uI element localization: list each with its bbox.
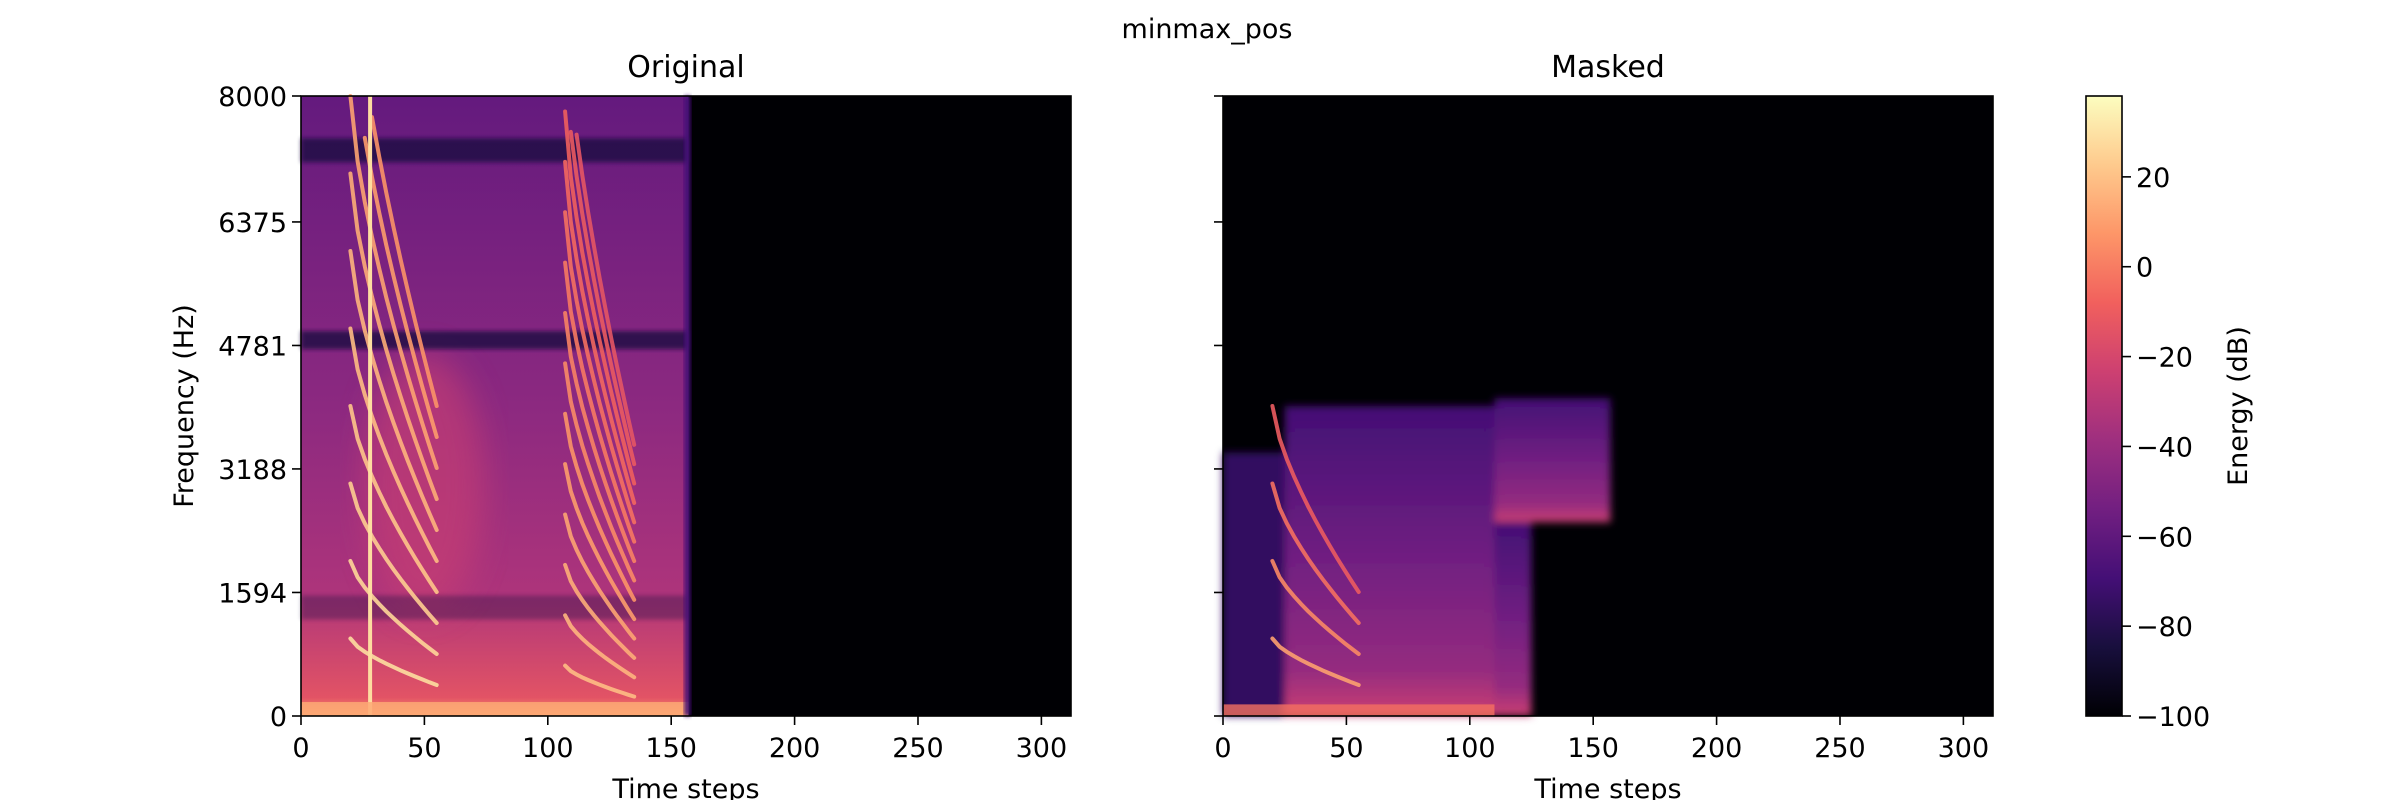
x-tick-label: 200 xyxy=(769,733,821,764)
x-tick-label: 50 xyxy=(1329,733,1363,764)
unmasked-regions xyxy=(1223,398,1611,716)
panel-masked-title: Masked xyxy=(1551,50,1665,85)
colorbar-tick-label: −40 xyxy=(2136,432,2193,463)
burst-2-harmonic xyxy=(563,462,637,622)
burst-1-harmonic xyxy=(348,636,439,687)
dark-band xyxy=(301,331,689,350)
burst-2-harmonic xyxy=(563,512,637,641)
burst-2-harmonic xyxy=(563,663,637,699)
x-tick-label: 250 xyxy=(1814,733,1866,764)
x-tick-label: 50 xyxy=(407,733,441,764)
colorbar-tick-label: 0 xyxy=(2136,253,2153,284)
unmasked-region-2 xyxy=(1284,406,1495,716)
panel-original-x-axis: 0 50 100 150 200 250 300 xyxy=(292,716,1067,764)
colorbar-label: Energy (dB) xyxy=(2223,326,2254,486)
panel-original-frame xyxy=(300,95,1072,717)
y-tick-label: 1594 xyxy=(218,578,287,609)
masked-harmonics xyxy=(1270,404,1361,687)
colorbar-tick-label: −80 xyxy=(2136,612,2193,643)
burst-1-harmonic xyxy=(370,115,439,408)
x-tick-label: 300 xyxy=(1938,733,1990,764)
active-region xyxy=(301,96,689,716)
burst-2-harmonic xyxy=(563,109,637,486)
burst-1-harmonic xyxy=(348,249,439,532)
masked-harmonic xyxy=(1270,559,1361,656)
masked-harmonic xyxy=(1270,404,1361,594)
x-tick-label: 250 xyxy=(892,733,944,764)
burst-1-harmonic xyxy=(348,404,439,594)
colorbar-tick-label: −60 xyxy=(2136,522,2193,553)
colorbar-gradient xyxy=(2086,96,2122,716)
colorbar-ticks: 20 0 −20 −40 −60 −80 −100 xyxy=(2122,163,2210,733)
burst-2-harmonic xyxy=(574,132,637,447)
x-tick-label: 300 xyxy=(1016,733,1068,764)
panel-original-xlabel: Time steps xyxy=(611,774,759,800)
burst-1-harmonic xyxy=(348,559,439,656)
burst-2-harmonic xyxy=(563,260,637,544)
masked-low-freq-energy xyxy=(1223,704,1495,716)
panel-masked-xlabel: Time steps xyxy=(1533,774,1681,800)
x-tick-label: 0 xyxy=(292,733,309,764)
masked-harmonic xyxy=(1270,636,1361,687)
panel-original: Original 0 50 100 150 200 250 300 0 1594 3188 478… xyxy=(169,50,1072,800)
burst-2-harmonic xyxy=(563,210,637,525)
panel-masked: Masked 0 50 100 150 200 250 300 Time steps xyxy=(1214,50,1994,800)
boundary-edge xyxy=(684,96,691,716)
burst-2-harmonic xyxy=(568,129,637,467)
y-tick-label: 4781 xyxy=(218,331,287,362)
colorbar-frame xyxy=(2085,95,2123,717)
burst-2-harmonic xyxy=(563,562,637,660)
warm-region xyxy=(364,353,485,614)
burst-1-harmonic xyxy=(348,326,439,563)
low-freq-energy xyxy=(301,702,689,716)
colorbar-tick-label: −20 xyxy=(2136,343,2193,374)
figure-suptitle: minmax_pos xyxy=(1122,14,1293,45)
unmasked-region-4 xyxy=(1494,522,1532,716)
panel-masked-x-axis: 0 50 100 150 200 250 300 xyxy=(1214,716,1989,764)
panel-masked-frame xyxy=(1222,95,1994,717)
burst-1-harmonic xyxy=(348,171,439,501)
colorbar-tick-label: 20 xyxy=(2136,163,2170,194)
x-tick-label: 100 xyxy=(522,733,574,764)
unmasked-region-3 xyxy=(1494,398,1611,523)
x-tick-label: 150 xyxy=(1567,733,1619,764)
burst-2-harmonic xyxy=(563,361,637,583)
burst-2-harmonic xyxy=(563,613,637,680)
x-tick-label: 0 xyxy=(1214,733,1231,764)
burst-1-harmonic xyxy=(348,94,439,470)
panel-original-title: Original xyxy=(627,50,744,85)
x-tick-label: 150 xyxy=(645,733,697,764)
panel-masked-spectrogram xyxy=(1223,96,1993,716)
y-tick-label: 3188 xyxy=(218,455,287,486)
x-tick-label: 200 xyxy=(1691,733,1743,764)
y-tick-label: 6375 xyxy=(218,208,287,239)
colorbar: 20 0 −20 −40 −60 −80 −100 Energy (dB) xyxy=(2085,95,2254,733)
burst-1-harmonic xyxy=(348,481,439,625)
burst-2-harmonic xyxy=(563,411,637,602)
panel-original-ylabel: Frequency (Hz) xyxy=(169,304,200,508)
y-tick-label: 8000 xyxy=(218,82,287,113)
burst-2-harmonic xyxy=(563,159,637,505)
colorbar-tick-label: −100 xyxy=(2136,702,2210,733)
panel-masked-y-axis xyxy=(1214,95,1223,717)
panel-original-y-axis: 0 1594 3188 4781 6375 8000 xyxy=(218,82,301,733)
burst-2-harmonic xyxy=(563,311,637,563)
y-tick-label: 0 xyxy=(270,702,287,733)
burst-1-harmonic xyxy=(362,135,439,439)
panel-original-spectrogram xyxy=(301,94,1071,716)
x-tick-label: 100 xyxy=(1444,733,1496,764)
masked-harmonic xyxy=(1270,481,1361,625)
